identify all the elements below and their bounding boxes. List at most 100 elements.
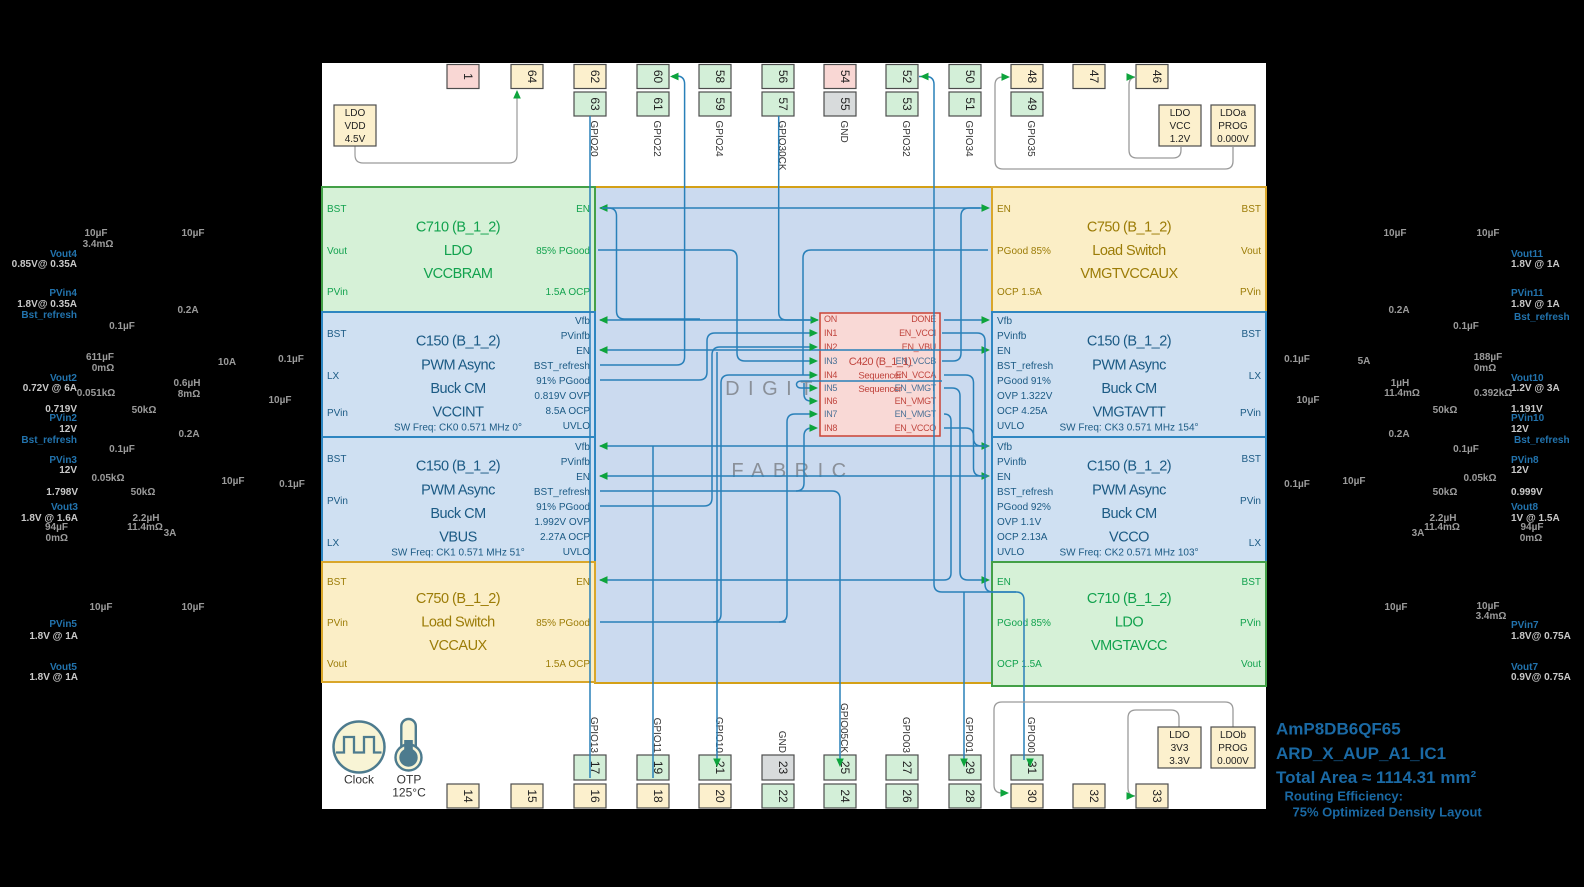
- svg-text:OCP 1.5A: OCP 1.5A: [997, 659, 1042, 670]
- svg-text:C150 (B_1_2): C150 (B_1_2): [416, 459, 500, 475]
- svg-text:56: 56: [776, 70, 790, 84]
- svg-text:PVinfb: PVinfb: [997, 331, 1027, 342]
- svg-text:11.4mΩ: 11.4mΩ: [1384, 388, 1420, 399]
- svg-text:Vout10: Vout10: [1511, 373, 1544, 384]
- svg-text:BST: BST: [1242, 329, 1261, 340]
- svg-text:PVin8: PVin8: [1511, 455, 1539, 466]
- svg-text:27: 27: [900, 761, 914, 775]
- svg-text:Buck CM: Buck CM: [1101, 381, 1156, 397]
- svg-text:BST: BST: [1242, 577, 1261, 588]
- svg-text:1.992V OVP: 1.992V OVP: [534, 517, 590, 528]
- svg-text:0.05kΩ: 0.05kΩ: [1463, 473, 1496, 484]
- svg-text:0.1µF: 0.1µF: [1453, 444, 1479, 455]
- svg-text:UVLO: UVLO: [563, 421, 590, 432]
- svg-text:OVP 1.322V: OVP 1.322V: [997, 391, 1053, 402]
- svg-text:EN_VCCI: EN_VCCI: [899, 328, 936, 338]
- svg-text:10µF: 10µF: [222, 476, 245, 487]
- svg-text:VCC: VCC: [1169, 121, 1190, 132]
- svg-text:0.999V: 0.999V: [1511, 487, 1543, 498]
- svg-text:29: 29: [963, 761, 977, 775]
- svg-text:Vfb: Vfb: [997, 442, 1012, 453]
- svg-text:PVin: PVin: [1240, 618, 1261, 629]
- svg-text:10A: 10A: [218, 357, 236, 368]
- svg-text:Vout11: Vout11: [1511, 249, 1543, 260]
- svg-text:ON: ON: [824, 314, 837, 324]
- svg-text:1.2V @ 3A: 1.2V @ 3A: [1511, 383, 1560, 394]
- svg-text:LX: LX: [1249, 371, 1262, 382]
- svg-text:0.051kΩ: 0.051kΩ: [77, 388, 116, 399]
- svg-text:Routing Efficiency:: Routing Efficiency:: [1285, 789, 1403, 804]
- svg-text:Load Switch: Load Switch: [421, 615, 495, 631]
- svg-text:PVin: PVin: [327, 618, 348, 629]
- svg-text:15: 15: [525, 789, 539, 803]
- svg-text:Vout: Vout: [1241, 659, 1261, 670]
- svg-text:Sequencer: Sequencer: [858, 384, 901, 395]
- svg-text:EN: EN: [576, 577, 590, 588]
- svg-text:LX: LX: [327, 371, 340, 382]
- svg-text:GPIO32: GPIO32: [900, 121, 911, 158]
- svg-text:PVin7: PVin7: [1511, 620, 1539, 631]
- svg-text:91% PGood: 91% PGood: [536, 376, 590, 387]
- svg-text:BST: BST: [1242, 454, 1261, 465]
- svg-text:EN_VCCB: EN_VCCB: [896, 356, 937, 366]
- svg-text:GPIO13: GPIO13: [588, 717, 599, 754]
- svg-text:SW Freq: CK2 0.571 MHz 103°: SW Freq: CK2 0.571 MHz 103°: [1059, 548, 1198, 559]
- svg-text:GND: GND: [838, 121, 849, 143]
- svg-text:1µH: 1µH: [1391, 378, 1410, 389]
- svg-text:VCCINT: VCCINT: [433, 405, 485, 421]
- svg-text:12V: 12V: [1511, 424, 1529, 435]
- svg-text:188µF: 188µF: [1474, 352, 1503, 363]
- svg-text:EN_VMGT: EN_VMGT: [895, 409, 937, 419]
- svg-text:Sequencer: Sequencer: [858, 371, 901, 382]
- svg-text:BST: BST: [327, 329, 346, 340]
- svg-text:Vout8: Vout8: [1511, 502, 1538, 513]
- svg-text:91% PGood: 91% PGood: [536, 502, 590, 513]
- svg-text:PVin3: PVin3: [49, 455, 77, 466]
- svg-text:53: 53: [900, 97, 914, 111]
- svg-text:LDOa: LDOa: [1220, 108, 1247, 119]
- svg-text:3A: 3A: [164, 528, 177, 539]
- svg-text:EN: EN: [997, 472, 1011, 483]
- svg-text:18: 18: [651, 789, 665, 803]
- svg-text:0.1µF: 0.1µF: [279, 479, 305, 490]
- svg-text:50kΩ: 50kΩ: [131, 487, 156, 498]
- svg-text:0.000V: 0.000V: [1217, 756, 1249, 767]
- svg-text:0.2A: 0.2A: [178, 429, 199, 440]
- svg-text:LX: LX: [327, 538, 340, 549]
- svg-text:Vout2: Vout2: [50, 373, 77, 384]
- svg-text:1.798V: 1.798V: [46, 487, 78, 498]
- svg-text:VDD: VDD: [344, 121, 365, 132]
- svg-text:1.2V: 1.2V: [1170, 134, 1191, 145]
- svg-text:EN: EN: [997, 577, 1011, 588]
- svg-text:50kΩ: 50kΩ: [132, 405, 157, 416]
- svg-text:PWM Async: PWM Async: [421, 358, 495, 374]
- svg-text:EN_VCCA: EN_VCCA: [896, 370, 937, 380]
- svg-text:49: 49: [1025, 97, 1039, 111]
- svg-text:PVin: PVin: [1240, 287, 1261, 298]
- svg-text:0.819V OVP: 0.819V OVP: [534, 391, 590, 402]
- svg-text:FABRIC: FABRIC: [731, 460, 854, 482]
- svg-text:Vout5: Vout5: [50, 662, 77, 673]
- svg-text:EN_VBU: EN_VBU: [902, 342, 936, 352]
- svg-text:0.85V@ 0.35A: 0.85V@ 0.35A: [12, 259, 77, 270]
- svg-text:GPIO01: GPIO01: [963, 717, 974, 754]
- svg-text:11.4mΩ: 11.4mΩ: [127, 522, 163, 533]
- svg-text:EN_VCCO: EN_VCCO: [895, 423, 937, 433]
- svg-text:3A: 3A: [1412, 528, 1425, 539]
- svg-text:PWM Async: PWM Async: [1092, 358, 1166, 374]
- svg-text:51: 51: [963, 97, 977, 111]
- svg-text:Total Area ≈ 1114.31 mm²: Total Area ≈ 1114.31 mm²: [1276, 768, 1477, 787]
- svg-text:SW Freq: CK0 0.571 MHz 0°: SW Freq: CK0 0.571 MHz 0°: [394, 423, 522, 434]
- svg-text:10µF: 10µF: [182, 602, 205, 613]
- svg-text:VMGTAVCC: VMGTAVCC: [1091, 638, 1167, 654]
- svg-text:22: 22: [776, 789, 790, 803]
- svg-text:GPIO00: GPIO00: [1025, 717, 1036, 754]
- svg-text:LDO: LDO: [444, 243, 473, 259]
- svg-text:61: 61: [651, 97, 665, 111]
- svg-text:28: 28: [963, 789, 977, 803]
- svg-text:8mΩ: 8mΩ: [178, 389, 200, 400]
- svg-text:EN: EN: [576, 204, 590, 215]
- svg-text:Clock: Clock: [344, 773, 375, 787]
- svg-text:ARD_X_AUP_A1_IC1: ARD_X_AUP_A1_IC1: [1276, 744, 1446, 763]
- svg-text:Vout: Vout: [1241, 246, 1261, 257]
